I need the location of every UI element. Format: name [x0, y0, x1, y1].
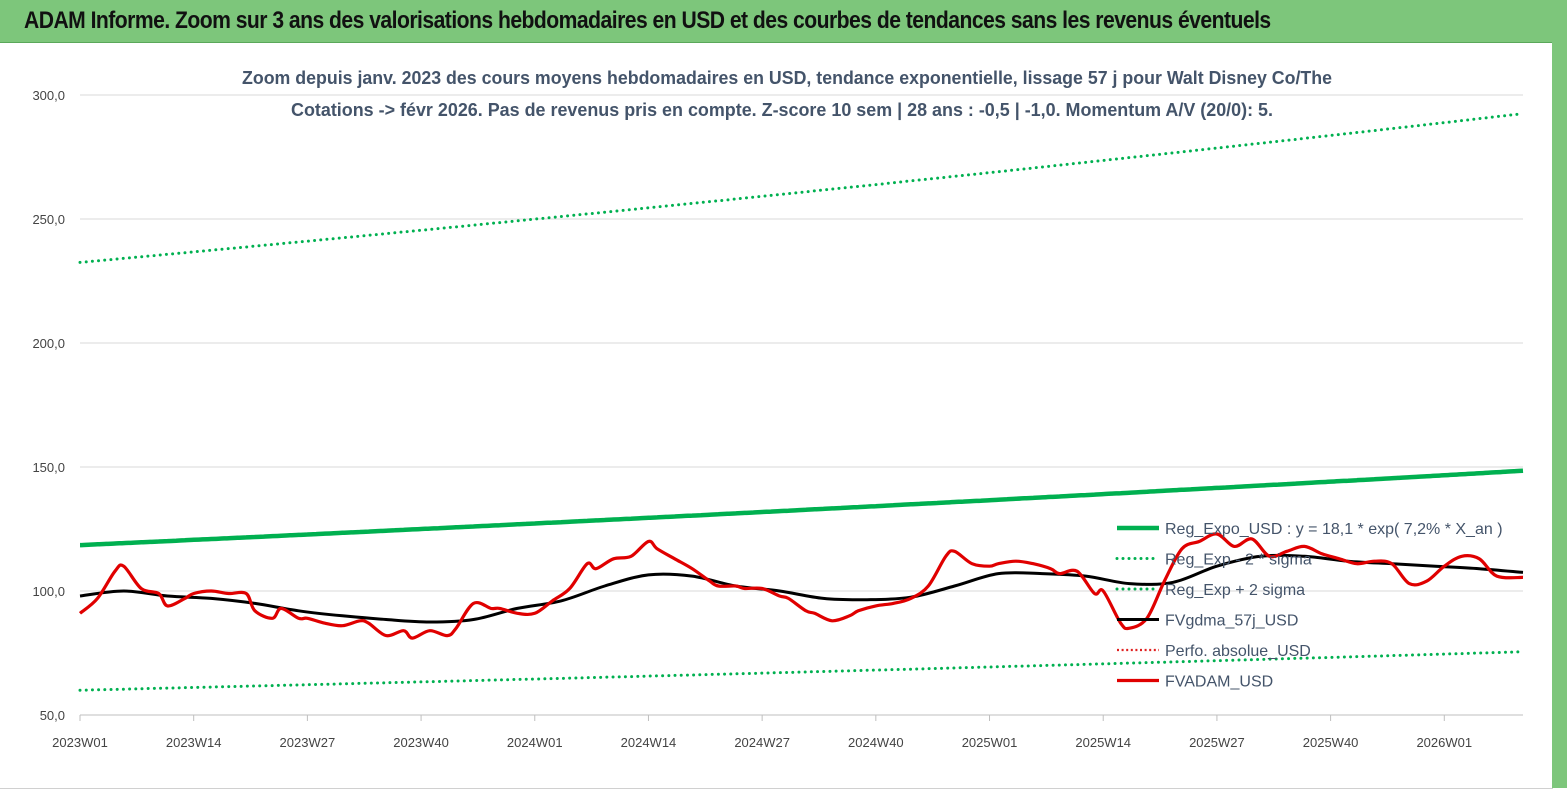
axes: [79, 714, 1523, 721]
x-tick-label: 2023W01: [52, 735, 108, 750]
x-tick-label: 2026W01: [1416, 735, 1472, 750]
chart-title: Zoom depuis janv. 2023 des cours moyens …: [242, 68, 1332, 88]
x-tick-label: 2023W14: [166, 735, 222, 750]
chart-subtitle: Cotations -> févr 2026. Pas de revenus p…: [291, 100, 1273, 120]
x-tick-label: 2023W40: [393, 735, 449, 750]
legend-label: FVgdma_57j_USD: [1165, 613, 1298, 630]
legend: Reg_Expo_USD : y = 18,1 * exp( 7,2% * X_…: [1115, 521, 1503, 691]
y-tick-label: 100,0: [32, 584, 65, 599]
series-fvadam: [78, 532, 1524, 640]
gridlines: [80, 94, 1523, 716]
x-tick-label: 2023W27: [280, 735, 336, 750]
x-tick-label: 2024W27: [734, 735, 790, 750]
x-tick-label: 2025W01: [962, 735, 1018, 750]
series-group: [78, 112, 1525, 692]
legend-label: Reg_Expo_USD : y = 18,1 * exp( 7,2% * X_…: [1165, 521, 1503, 538]
x-tick-label: 2024W01: [507, 735, 563, 750]
frame-accent: [1552, 42, 1567, 788]
y-tick-label: 250,0: [32, 212, 65, 227]
report-banner: ADAM Informe. Zoom sur 3 ans des valoris…: [0, 0, 1567, 43]
x-tick-label: 2024W14: [621, 735, 677, 750]
legend-label: FVADAM_USD: [1165, 674, 1273, 691]
legend-label: Perfo. absolue_USD: [1165, 643, 1311, 660]
y-tick-label: 200,0: [32, 336, 65, 351]
series-reg-minus-2sigma: [78, 650, 1525, 692]
legend-label: Reg_Exp + 2 sigma: [1165, 582, 1305, 599]
legend-label: Reg_Exp - 2 * sigma: [1165, 552, 1312, 569]
banner-title: ADAM Informe. Zoom sur 3 ans des valoris…: [24, 7, 1271, 34]
x-tick-label: 2024W40: [848, 735, 904, 750]
y-tick-label: 150,0: [32, 460, 65, 475]
x-tick-label: 2025W40: [1303, 735, 1359, 750]
series-reg-expo: [79, 468, 1524, 548]
y-tick-label: 50,0: [40, 708, 65, 723]
series-fvgdma-57j: [79, 553, 1524, 624]
x-tick-labels: 2023W01 2023W14 2023W27 2023W40 2024W01 2024W…: [52, 735, 1472, 750]
x-tick-label: 2025W14: [1075, 735, 1131, 750]
series-reg-plus-2sigma: [78, 112, 1525, 264]
y-tick-labels: 50,0 100,0 150,0 200,0 250,0 300,0: [32, 88, 65, 723]
x-tick-label: 2025W27: [1189, 735, 1245, 750]
y-tick-label: 300,0: [32, 88, 65, 103]
